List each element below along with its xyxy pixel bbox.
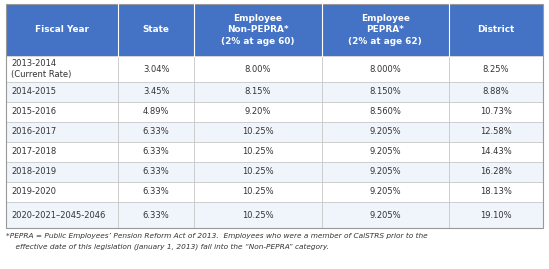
Bar — [118, 202, 194, 228]
Text: 2016-2017: 2016-2017 — [11, 128, 56, 136]
Bar — [6, 4, 543, 228]
Bar — [6, 4, 118, 56]
Text: 10.73%: 10.73% — [480, 108, 512, 116]
Text: 6.33%: 6.33% — [143, 147, 170, 157]
Text: 9.205%: 9.205% — [369, 187, 401, 196]
Text: 8.150%: 8.150% — [369, 87, 401, 97]
Bar — [194, 202, 322, 228]
Text: 3.45%: 3.45% — [143, 87, 170, 97]
Text: 2019-2020: 2019-2020 — [11, 187, 56, 196]
Text: 9.205%: 9.205% — [369, 147, 401, 157]
Bar — [449, 56, 543, 82]
Bar — [118, 102, 194, 122]
Text: 6.33%: 6.33% — [143, 168, 170, 176]
Bar — [322, 82, 449, 102]
Bar — [6, 122, 118, 142]
Text: 8.25%: 8.25% — [483, 65, 509, 73]
Bar — [118, 122, 194, 142]
Bar — [322, 202, 449, 228]
Bar — [118, 182, 194, 202]
Bar — [322, 102, 449, 122]
Bar — [322, 142, 449, 162]
Bar — [322, 4, 449, 56]
Text: 8.00%: 8.00% — [244, 65, 271, 73]
Text: 9.205%: 9.205% — [369, 128, 401, 136]
Bar — [449, 122, 543, 142]
Bar — [449, 102, 543, 122]
Text: Employee
PEPRA*
(2% at age 62): Employee PEPRA* (2% at age 62) — [349, 15, 422, 46]
Text: 10.25%: 10.25% — [242, 187, 273, 196]
Text: 9.205%: 9.205% — [369, 211, 401, 220]
Text: District: District — [477, 26, 514, 34]
Text: effective date of this legislation (January 1, 2013) fall into the “Non-PEPRA” c: effective date of this legislation (Janu… — [6, 243, 329, 250]
Text: 10.25%: 10.25% — [242, 168, 273, 176]
Text: 19.10%: 19.10% — [480, 211, 512, 220]
Bar — [118, 82, 194, 102]
Text: 2018-2019: 2018-2019 — [11, 168, 56, 176]
Bar — [449, 82, 543, 102]
Bar — [118, 142, 194, 162]
Bar — [322, 56, 449, 82]
Text: 8.560%: 8.560% — [369, 108, 401, 116]
Text: 2014-2015: 2014-2015 — [11, 87, 56, 97]
Bar — [194, 122, 322, 142]
Bar — [194, 142, 322, 162]
Text: 2015-2016: 2015-2016 — [11, 108, 56, 116]
Bar — [194, 4, 322, 56]
Text: 6.33%: 6.33% — [143, 128, 170, 136]
Text: 6.33%: 6.33% — [143, 187, 170, 196]
Bar — [118, 56, 194, 82]
Bar — [118, 162, 194, 182]
Text: 10.25%: 10.25% — [242, 211, 273, 220]
Text: State: State — [143, 26, 170, 34]
Text: Fiscal Year: Fiscal Year — [35, 26, 89, 34]
Text: 10.25%: 10.25% — [242, 147, 273, 157]
Text: 8.88%: 8.88% — [483, 87, 509, 97]
Bar — [6, 142, 118, 162]
Text: 4.89%: 4.89% — [143, 108, 170, 116]
Bar — [6, 162, 118, 182]
Text: 6.33%: 6.33% — [143, 211, 170, 220]
Bar — [322, 122, 449, 142]
Bar — [449, 142, 543, 162]
Text: 3.04%: 3.04% — [143, 65, 170, 73]
Text: 10.25%: 10.25% — [242, 128, 273, 136]
Text: 9.20%: 9.20% — [245, 108, 271, 116]
Bar — [6, 102, 118, 122]
Bar — [322, 162, 449, 182]
Text: 2013-2014
(Current Rate): 2013-2014 (Current Rate) — [11, 59, 71, 79]
Bar — [6, 56, 118, 82]
Bar — [449, 202, 543, 228]
Bar — [194, 56, 322, 82]
Text: 12.58%: 12.58% — [480, 128, 512, 136]
Bar — [449, 182, 543, 202]
Bar — [194, 102, 322, 122]
Text: 2017-2018: 2017-2018 — [11, 147, 56, 157]
Text: Employee
Non-PEPRA*
(2% at age 60): Employee Non-PEPRA* (2% at age 60) — [221, 15, 295, 46]
Text: *PEPRA = Public Employees’ Pension Reform Act of 2013.  Employees who were a mem: *PEPRA = Public Employees’ Pension Refor… — [6, 233, 428, 239]
Text: 8.000%: 8.000% — [369, 65, 401, 73]
Text: 14.43%: 14.43% — [480, 147, 512, 157]
Text: 18.13%: 18.13% — [480, 187, 512, 196]
Bar — [449, 4, 543, 56]
Text: 9.205%: 9.205% — [369, 168, 401, 176]
Text: 2020-2021–2045-2046: 2020-2021–2045-2046 — [11, 211, 105, 220]
Text: 8.15%: 8.15% — [244, 87, 271, 97]
Text: 16.28%: 16.28% — [480, 168, 512, 176]
Bar — [194, 182, 322, 202]
Bar — [6, 82, 118, 102]
Bar — [194, 162, 322, 182]
Bar — [322, 182, 449, 202]
Bar — [6, 202, 118, 228]
Bar — [449, 162, 543, 182]
Bar — [118, 4, 194, 56]
Bar — [6, 182, 118, 202]
Bar — [194, 82, 322, 102]
